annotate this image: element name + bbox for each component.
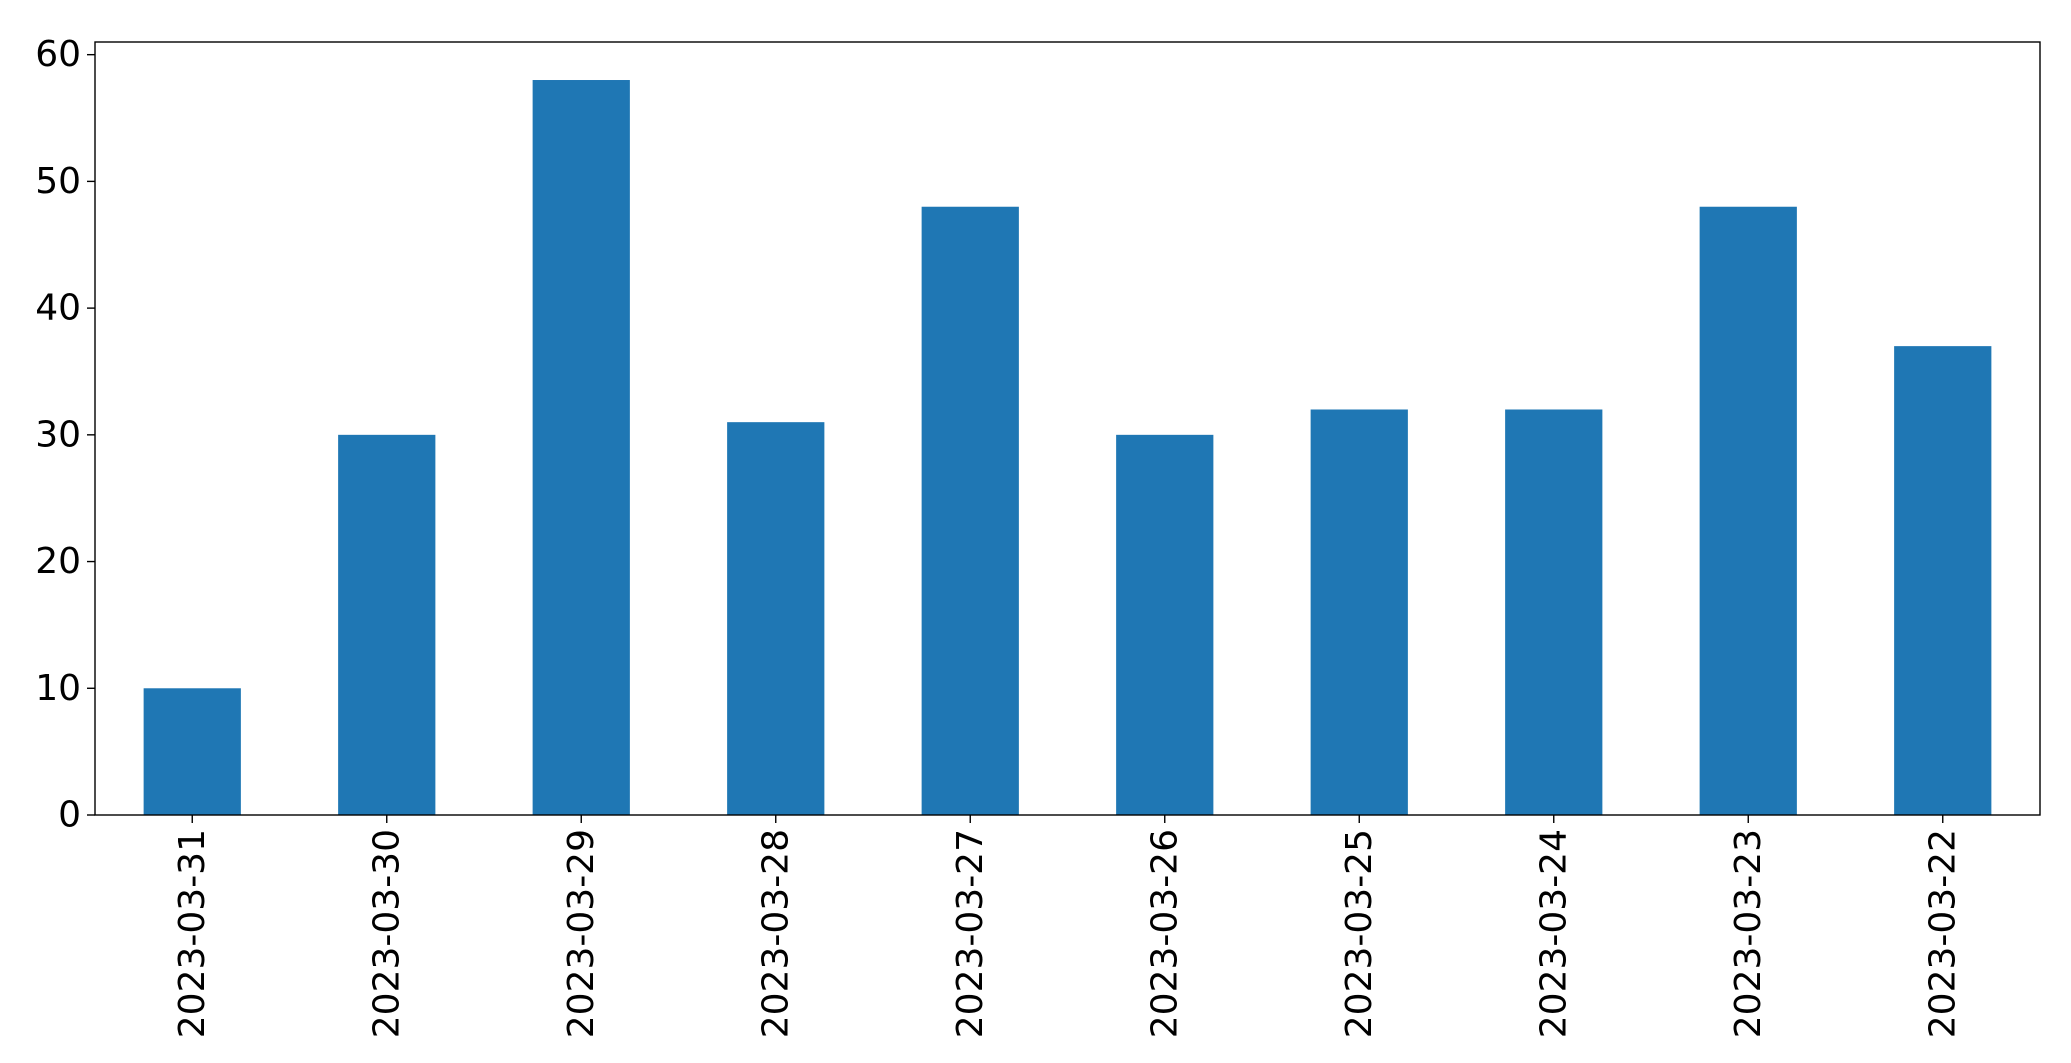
x-tick-label: 2023-03-23 — [1728, 829, 1769, 1038]
y-tick-label: 50 — [35, 161, 81, 202]
y-tick-label: 60 — [35, 34, 81, 75]
bar-2023-03-29 — [532, 80, 630, 815]
y-tick-label: 20 — [35, 541, 81, 582]
bar-2023-03-25 — [1310, 409, 1408, 815]
x-tick-label: 2023-03-26 — [1144, 829, 1185, 1038]
x-tick-label: 2023-03-25 — [1339, 829, 1380, 1038]
bar-2023-03-27 — [921, 206, 1019, 816]
x-tick-label: 2023-03-31 — [172, 829, 213, 1038]
bar-2023-03-26 — [1116, 434, 1214, 815]
plot-area-frame — [94, 41, 2041, 816]
bars-layer — [143, 80, 1992, 816]
x-tick-label: 2023-03-24 — [1533, 829, 1574, 1038]
ticks-layer: 2023-03-31 2023-03-30 2023-03-29 2023-03-28… — [35, 34, 1963, 1038]
bar-2023-03-28 — [727, 422, 825, 815]
y-tick-label: 30 — [35, 414, 81, 455]
y-tick-label: 10 — [35, 668, 81, 709]
y-tick-label: 0 — [58, 795, 81, 836]
bar-2023-03-24 — [1505, 409, 1603, 815]
x-tick-label: 2023-03-29 — [561, 829, 602, 1038]
bar-2023-03-30 — [338, 434, 436, 815]
x-tick-label: 2023-03-28 — [755, 829, 796, 1038]
bar-2023-03-23 — [1699, 206, 1797, 816]
x-tick-label: 2023-03-30 — [366, 829, 407, 1038]
bar-2023-03-31 — [143, 688, 241, 815]
bar-2023-03-22 — [1894, 346, 1992, 815]
y-tick-label: 40 — [35, 288, 81, 329]
x-tick-label: 2023-03-22 — [1922, 829, 1963, 1038]
x-tick-label: 2023-03-27 — [950, 829, 991, 1038]
